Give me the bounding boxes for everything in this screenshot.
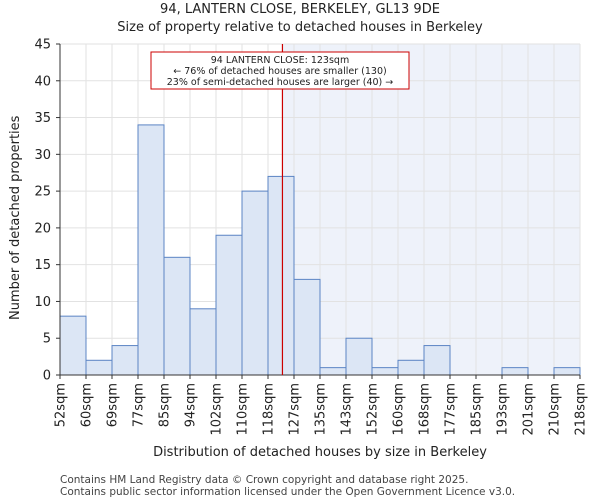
annotation-line-1: 94 LANTERN CLOSE: 123sqm bbox=[211, 55, 349, 66]
x-tick-label: 210sqm bbox=[548, 383, 563, 436]
histogram-bar bbox=[319, 367, 347, 376]
histogram-bar bbox=[293, 278, 321, 376]
x-tick-label: 177sqm bbox=[444, 383, 459, 436]
histogram-bar bbox=[137, 124, 165, 376]
chart-subtitle: Size of property relative to detached ho… bbox=[117, 20, 483, 35]
y-tick-label: 10 bbox=[34, 295, 51, 310]
x-tick-label: 168sqm bbox=[418, 383, 433, 436]
x-tick-label: 102sqm bbox=[210, 383, 225, 436]
histogram-bar bbox=[345, 337, 373, 376]
y-tick-label: 45 bbox=[34, 38, 51, 53]
annotation-box bbox=[150, 51, 410, 90]
x-tick-label: 152sqm bbox=[366, 383, 381, 436]
y-axis-label: Number of detached properties bbox=[8, 115, 23, 320]
y-tick-label: 30 bbox=[34, 148, 51, 163]
x-tick-label: 135sqm bbox=[314, 383, 329, 436]
x-tick-label: 160sqm bbox=[392, 383, 407, 436]
histogram-bar bbox=[189, 308, 217, 376]
chart-title: 94, LANTERN CLOSE, BERKELEY, GL13 9DE bbox=[160, 2, 440, 17]
histogram-bar bbox=[423, 345, 451, 376]
histogram-bar bbox=[85, 359, 113, 376]
y-tick-label: 15 bbox=[34, 258, 51, 273]
x-tick-label: 110sqm bbox=[236, 383, 251, 436]
histogram-bar bbox=[267, 175, 295, 376]
x-tick-label: 127sqm bbox=[288, 383, 303, 436]
x-tick-label: 218sqm bbox=[574, 383, 589, 436]
histogram-bar bbox=[111, 345, 139, 376]
histogram-bar bbox=[371, 367, 399, 376]
larger-region-shade bbox=[282, 44, 580, 375]
x-tick-label: 118sqm bbox=[262, 383, 277, 436]
histogram-bar bbox=[215, 234, 243, 376]
x-tick-label: 52sqm bbox=[54, 383, 69, 427]
x-tick-label: 85sqm bbox=[158, 383, 173, 427]
histogram-bar bbox=[397, 359, 425, 376]
x-tick-label: 60sqm bbox=[80, 383, 95, 427]
y-tick-label: 5 bbox=[43, 332, 51, 347]
x-tick-label: 94sqm bbox=[184, 383, 199, 427]
y-tick-label: 25 bbox=[34, 185, 51, 200]
x-tick-label: 201sqm bbox=[522, 383, 537, 436]
x-tick-label: 185sqm bbox=[470, 383, 485, 436]
y-tick-label: 35 bbox=[34, 111, 51, 126]
x-axis-label: Distribution of detached houses by size … bbox=[153, 445, 487, 460]
histogram-bar bbox=[163, 256, 191, 376]
histogram-bar bbox=[59, 315, 87, 376]
histogram-bar bbox=[241, 190, 269, 376]
histogram-bar bbox=[553, 367, 581, 376]
y-tick-label: 40 bbox=[34, 74, 51, 89]
y-tick-label: 20 bbox=[34, 221, 51, 236]
annotation-line-3: 23% of semi-detached houses are larger (… bbox=[167, 77, 394, 88]
y-tick-label: 0 bbox=[43, 369, 51, 384]
x-tick-label: 143sqm bbox=[340, 383, 355, 436]
x-tick-label: 193sqm bbox=[496, 383, 511, 436]
x-tick-label: 77sqm bbox=[132, 383, 147, 427]
footer-line-1: Contains HM Land Registry data © Crown c… bbox=[60, 474, 469, 486]
footer-line-2: Contains public sector information licen… bbox=[60, 486, 516, 498]
x-tick-label: 69sqm bbox=[106, 383, 121, 427]
annotation-line-2: ← 76% of detached houses are smaller (13… bbox=[173, 66, 386, 77]
histogram-bar bbox=[501, 367, 529, 376]
